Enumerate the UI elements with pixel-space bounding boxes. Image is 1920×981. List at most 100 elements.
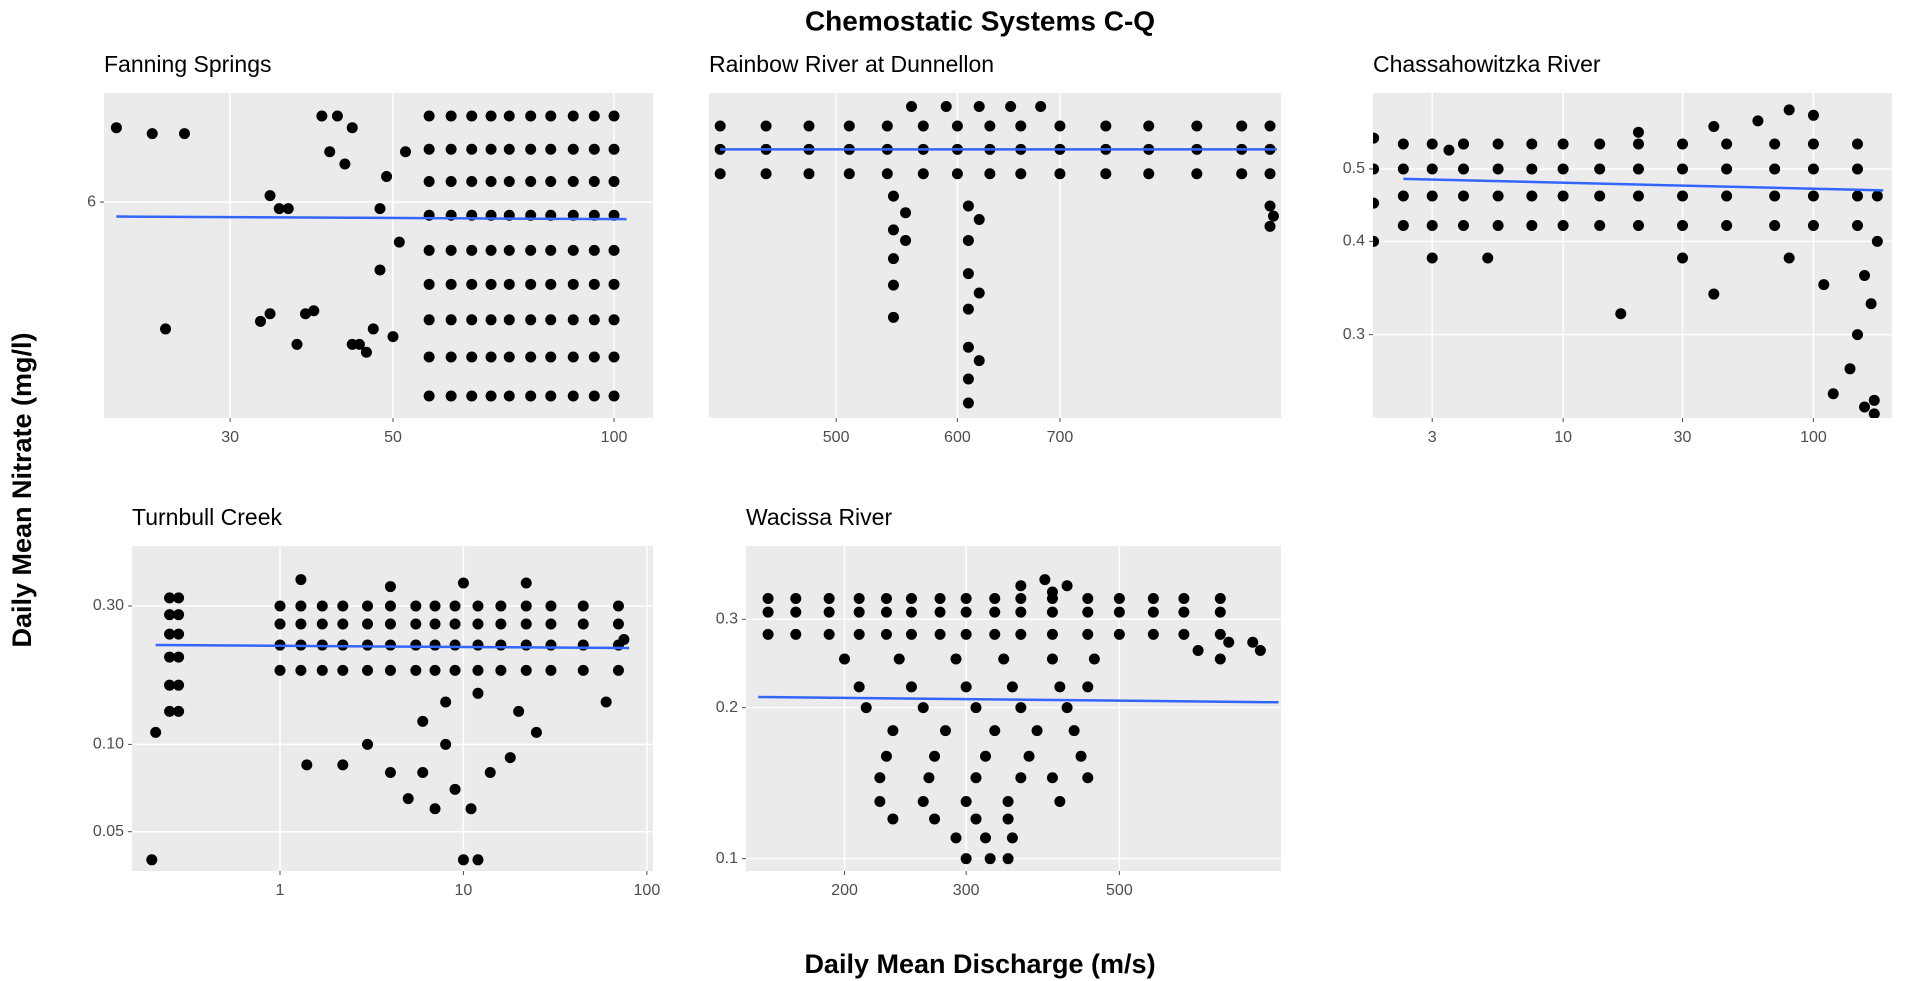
point: [962, 200, 974, 212]
point: [423, 314, 435, 326]
point: [520, 600, 532, 612]
point: [1526, 220, 1538, 232]
point: [608, 314, 620, 326]
point: [1236, 168, 1248, 180]
point: [1046, 772, 1058, 784]
point: [853, 681, 865, 693]
point: [1082, 772, 1094, 784]
point: [457, 854, 469, 866]
point: [1214, 606, 1226, 618]
point: [1178, 593, 1190, 605]
points: [110, 110, 627, 402]
point: [608, 390, 620, 402]
point: [917, 796, 929, 808]
point: [970, 813, 982, 825]
point: [503, 351, 515, 363]
point: [577, 664, 589, 676]
point: [1871, 190, 1883, 202]
point: [337, 759, 349, 771]
y-tick-label: 0.3: [716, 611, 738, 628]
point: [588, 176, 600, 188]
point: [295, 574, 307, 586]
point: [545, 314, 557, 326]
point: [989, 593, 1001, 605]
point: [384, 766, 396, 778]
plot-background: [132, 546, 653, 871]
point: [1632, 163, 1644, 175]
point: [1783, 104, 1795, 116]
point: [1214, 593, 1226, 605]
point: [1457, 138, 1469, 150]
point: [485, 351, 497, 363]
point: [577, 618, 589, 630]
point: [887, 224, 899, 236]
point: [881, 120, 893, 132]
point: [960, 593, 972, 605]
point: [567, 176, 579, 188]
point: [146, 854, 158, 866]
point: [1054, 681, 1066, 693]
point: [525, 314, 537, 326]
point: [917, 702, 929, 714]
point: [423, 143, 435, 155]
point: [588, 278, 600, 290]
point: [1492, 220, 1504, 232]
point: [273, 203, 285, 215]
point: [1526, 163, 1538, 175]
point: [274, 664, 286, 676]
point: [760, 120, 772, 132]
point: [1594, 220, 1606, 232]
point: [1426, 190, 1438, 202]
point: [853, 606, 865, 618]
point: [465, 803, 477, 815]
point: [525, 244, 537, 256]
point: [316, 664, 328, 676]
point: [1721, 163, 1733, 175]
point: [295, 664, 307, 676]
point: [387, 331, 399, 343]
point: [762, 606, 774, 618]
point: [1807, 163, 1819, 175]
point: [164, 679, 176, 691]
point: [1443, 144, 1455, 156]
point: [503, 278, 515, 290]
point: [381, 170, 393, 182]
point: [445, 314, 457, 326]
point: [417, 766, 429, 778]
point: [346, 338, 358, 350]
point: [545, 351, 557, 363]
point: [1068, 725, 1080, 737]
point: [466, 390, 478, 402]
point: [984, 168, 996, 180]
point: [1147, 628, 1159, 640]
point: [1632, 190, 1644, 202]
point: [1054, 168, 1066, 180]
point: [449, 618, 461, 630]
point: [445, 390, 457, 402]
point: [449, 783, 461, 795]
point: [1143, 120, 1155, 132]
point: [1852, 190, 1864, 202]
point: [1807, 190, 1819, 202]
point: [1426, 163, 1438, 175]
point: [962, 397, 974, 409]
point: [1046, 628, 1058, 640]
panel-title: Rainbow River at Dunnellon: [709, 51, 994, 77]
point: [466, 176, 478, 188]
point: [346, 122, 358, 134]
point: [472, 600, 484, 612]
point: [1006, 832, 1018, 844]
point: [1557, 138, 1569, 150]
point: [1457, 163, 1469, 175]
point: [545, 600, 557, 612]
point: [449, 664, 461, 676]
point: [803, 120, 815, 132]
point: [608, 176, 620, 188]
point: [1397, 190, 1409, 202]
point: [1035, 101, 1047, 113]
point: [612, 600, 624, 612]
x-axis-label: Daily Mean Discharge (m/s): [804, 949, 1155, 979]
point: [1426, 138, 1438, 150]
point: [173, 609, 185, 621]
point: [445, 278, 457, 290]
